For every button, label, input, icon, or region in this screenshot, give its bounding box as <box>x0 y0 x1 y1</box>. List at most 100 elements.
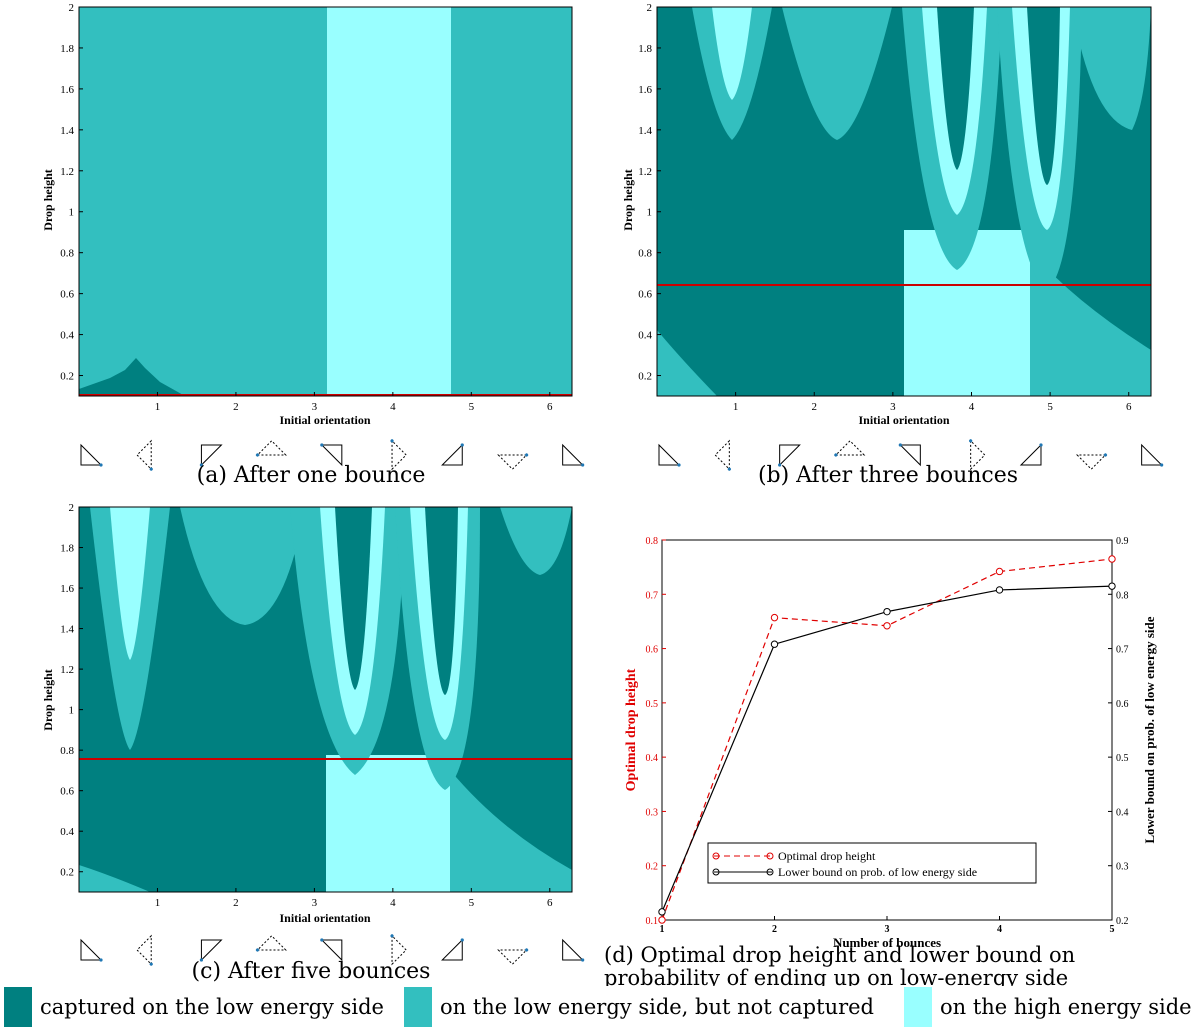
y-axis-right-d: 0.2 0.3 0.4 0.5 0.6 0.7 0.8 0.9 <box>1108 536 1129 927</box>
x-tick-label: 4 <box>390 897 396 909</box>
triangle-orientation-icon <box>320 443 343 467</box>
y-tick-label: 1 <box>647 207 653 219</box>
y-tick-label: 0.6 <box>60 786 74 798</box>
region-captured-low <box>1027 7 1060 185</box>
point-lower-bound <box>1108 582 1116 590</box>
y-tick-label: 0.4 <box>638 330 652 342</box>
x-tick-label: 1 <box>660 924 665 935</box>
region-high-energy <box>712 7 752 100</box>
triangle-orientation-icon <box>658 443 681 467</box>
x-axis-label: Initial orientation <box>279 911 370 925</box>
y-tick-label-right: 0.2 <box>1116 916 1129 927</box>
triangle-orientation-icon <box>834 440 866 457</box>
triangle-orientation-icon <box>441 938 464 961</box>
y-tick-label-right: 0.9 <box>1116 536 1129 547</box>
x-tick-label: 3 <box>312 401 318 413</box>
y-axis-label-right-d: Lower bound on prob. of low energy side <box>1142 616 1157 843</box>
y-tick-label: 1.6 <box>60 583 74 595</box>
y-tick-label: 0.6 <box>60 289 74 301</box>
y-tick-label-left: 0.5 <box>646 699 659 710</box>
legend-marker-lower-bound <box>712 868 720 876</box>
y-axis-label: Drop height <box>41 169 55 230</box>
y-axis-b: 0.2 0.4 0.6 0.8 1 1.2 1.4 1.6 1.8 2 <box>638 2 661 383</box>
plot-frame <box>78 506 573 893</box>
y-tick-label: 1.8 <box>60 43 74 55</box>
x-tick-label: 3 <box>890 401 896 413</box>
y-tick-label: 2 <box>647 2 653 14</box>
x-axis-label: Initial orientation <box>858 413 949 427</box>
caption-b: (b) After three bounces <box>758 463 1018 488</box>
region-captured-low <box>79 358 185 396</box>
x-tick-label: 4 <box>997 924 1002 935</box>
legend-marker-lower-bound <box>766 868 774 876</box>
triangle-orientation-icon <box>1141 443 1164 467</box>
y-tick-label: 0.2 <box>60 371 74 383</box>
plot-area-b <box>657 7 1151 396</box>
legend-label-optimal: Optimal drop height <box>778 849 876 863</box>
y-tick-label: 1.4 <box>60 624 74 636</box>
triangle-orientation-icon <box>497 948 529 965</box>
point-optimal-drop-height <box>770 613 779 622</box>
triangle-orientation-icon <box>199 444 223 467</box>
region-high-energy <box>326 755 450 892</box>
x-tick-label: 1 <box>155 897 161 909</box>
region-low-not-captured <box>451 7 572 396</box>
y-axis-label: Drop height <box>621 169 635 230</box>
y-tick-label: 1.4 <box>60 125 74 137</box>
caption-d-line2: probability of ending up on low-energy s… <box>604 966 1068 986</box>
region-low-not-captured <box>180 507 305 625</box>
x-tick-label: 6 <box>547 401 553 413</box>
y-tick-label: 1.2 <box>638 166 652 178</box>
legend-swatch-high <box>904 987 932 1027</box>
plot-frame <box>78 6 573 397</box>
x-tick-label: 5 <box>469 401 475 413</box>
legend-marker-optimal <box>712 852 720 860</box>
triangle-orientation-icon <box>714 439 731 471</box>
y-tick-label-right: 0.8 <box>1116 590 1129 601</box>
region-low-not-captured <box>450 770 572 892</box>
triangle-orientation-icon <box>898 443 921 467</box>
triangle-orientation-icon <box>441 443 464 466</box>
y-tick-label: 1.4 <box>638 125 652 137</box>
legend-swatch-low <box>404 987 432 1027</box>
region-high-energy <box>110 507 150 660</box>
point-optimal-drop-height <box>1108 555 1116 563</box>
x-tick-label: 3 <box>885 924 890 935</box>
x-tick-label: 5 <box>1047 401 1053 413</box>
region-low-not-captured <box>1030 250 1151 396</box>
y-tick-label: 2 <box>69 502 75 514</box>
x-axis-d: 1 2 3 4 5 <box>660 916 1115 935</box>
triangle-orientation-icon <box>199 939 223 962</box>
x-tick-label: 4 <box>969 401 975 413</box>
y-tick-label: 0.8 <box>60 745 74 757</box>
legend-label-lower-bound: Lower bound on prob. of low energy side <box>778 865 977 879</box>
plot-area-a <box>79 7 572 396</box>
region-low-not-captured <box>782 7 892 140</box>
y-tick-label: 0.8 <box>638 248 652 260</box>
y-axis-label: Drop height <box>41 669 55 730</box>
y-tick-label: 0.2 <box>638 371 652 383</box>
x-axis-label-d: Number of bounces <box>833 935 941 950</box>
y-tick-label-left: 0.3 <box>646 807 659 818</box>
series-group-d <box>658 555 1116 924</box>
y-tick-label: 1.8 <box>60 543 74 555</box>
legend-label-captured: captured on the low energy side <box>40 995 384 1019</box>
triangle-orientation-icon <box>80 443 103 467</box>
region-low-not-captured <box>657 330 717 396</box>
y-tick-label: 1 <box>69 705 75 717</box>
point-lower-bound <box>995 586 1004 594</box>
orientation-glyphs-b <box>658 439 1164 471</box>
triangle-orientation-icon <box>1019 443 1043 466</box>
triangle-orientation-icon <box>80 938 103 962</box>
y-axis-label-left-d: Optimal drop height <box>624 668 639 791</box>
triangle-orientation-icon <box>1075 453 1108 470</box>
line-chart-panel-d: 0.1 0.2 0.3 0.4 0.5 0.6 0.7 0.8 0.2 0.3 0.4 0.5 0.6… <box>604 536 1157 986</box>
triangle-orientation-icon <box>136 439 153 471</box>
region-captured-low <box>335 507 372 690</box>
point-optimal-drop-height <box>883 622 891 630</box>
y-tick-label: 1.6 <box>638 84 652 96</box>
plot-frame <box>656 6 1152 397</box>
triangle-orientation-icon <box>562 938 585 962</box>
triangle-orientation-icon <box>136 934 153 966</box>
x-tick-label: 2 <box>811 401 817 413</box>
